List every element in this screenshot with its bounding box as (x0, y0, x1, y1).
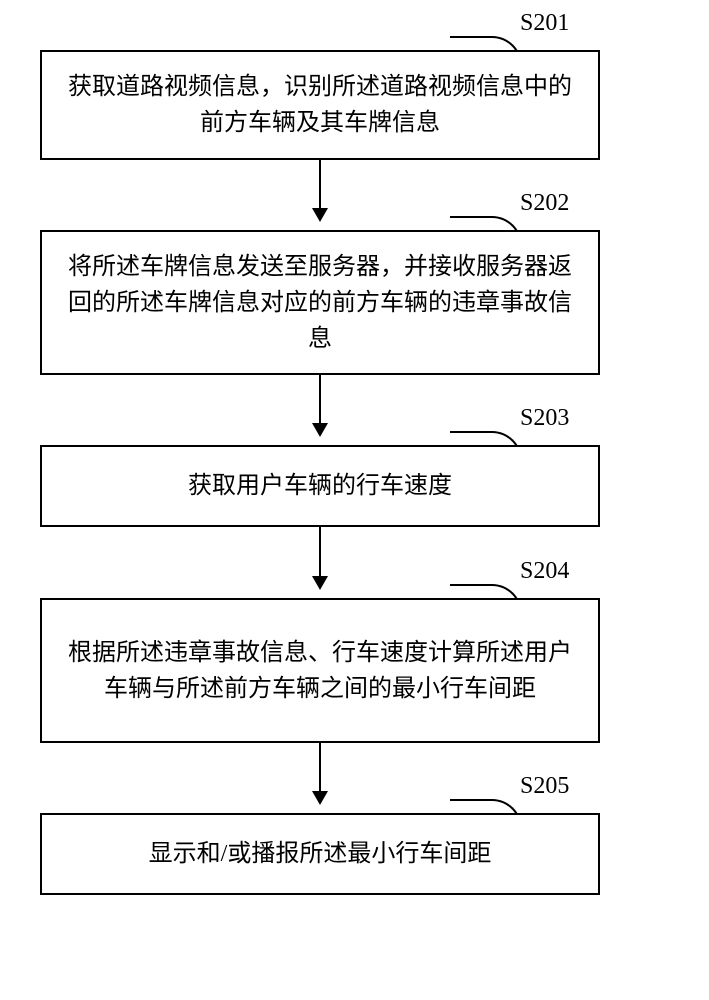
step-s201-text: 获取道路视频信息，识别所述道路视频信息中的前方车辆及其车牌信息 (62, 69, 578, 141)
label-s201: S201 (520, 10, 569, 37)
label-s204: S204 (520, 558, 569, 585)
step-s201: 获取道路视频信息，识别所述道路视频信息中的前方车辆及其车牌信息 (40, 50, 600, 160)
arrow-4 (319, 743, 321, 803)
label-s203: S203 (520, 405, 569, 432)
arrow-3 (319, 527, 321, 588)
step-s203: 获取用户车辆的行车速度 (40, 445, 600, 527)
step-s204-text: 根据所述违章事故信息、行车速度计算所述用户车辆与所述前方车辆之间的最小行车间距 (62, 635, 578, 707)
step-s202: 将所述车牌信息发送至服务器，并接收服务器返回的所述车牌信息对应的前方车辆的违章事… (40, 230, 600, 375)
step-s205-text: 显示和/或播报所述最小行车间距 (149, 836, 492, 872)
flowchart-container: S201 获取道路视频信息，识别所述道路视频信息中的前方车辆及其车牌信息 S20… (0, 0, 709, 1000)
step-s203-text: 获取用户车辆的行车速度 (188, 468, 452, 504)
step-s204: 根据所述违章事故信息、行车速度计算所述用户车辆与所述前方车辆之间的最小行车间距 (40, 598, 600, 743)
arrow-2 (319, 375, 321, 435)
label-s202: S202 (520, 190, 569, 217)
step-s205: 显示和/或播报所述最小行车间距 (40, 813, 600, 895)
arrow-1 (319, 160, 321, 220)
label-s205: S205 (520, 773, 569, 800)
step-s202-text: 将所述车牌信息发送至服务器，并接收服务器返回的所述车牌信息对应的前方车辆的违章事… (62, 249, 578, 357)
